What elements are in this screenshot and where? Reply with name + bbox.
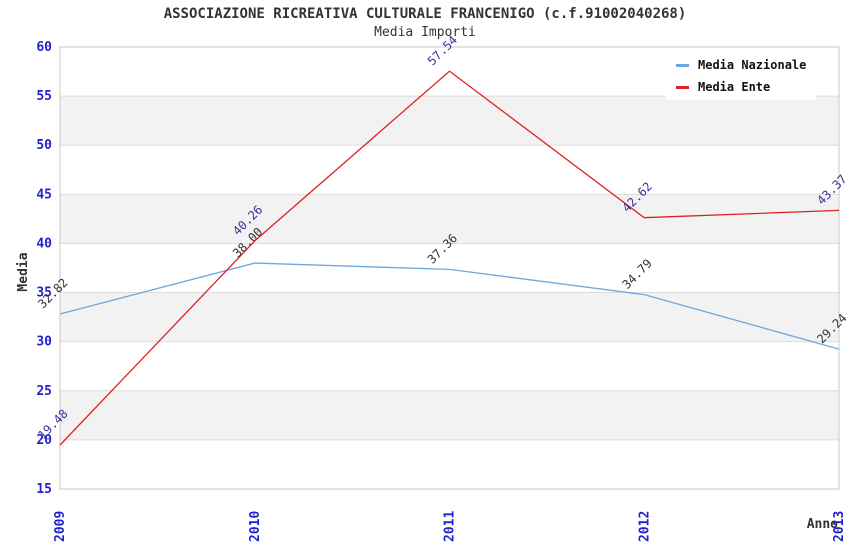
y-tick-label: 60 [36, 40, 52, 55]
y-tick-label: 45 [36, 187, 52, 202]
x-tick-label: 2012 [637, 511, 652, 542]
y-tick-label: 35 [36, 286, 52, 301]
x-tick-label: 2013 [832, 511, 847, 542]
legend-item-media-ente: Media Ente [676, 76, 816, 98]
plot-band [60, 96, 839, 146]
legend-item-media-nazionale: Media Nazionale [676, 54, 816, 76]
plot-band [60, 194, 839, 244]
y-tick-label: 55 [36, 89, 52, 104]
legend-label-media-nazionale: Media Nazionale [698, 58, 807, 72]
x-axis-title: Anno [807, 517, 838, 532]
plot-border [59, 46, 840, 490]
chart-subtitle: Media Importi [374, 25, 476, 40]
legend-marker-media-nazionale [676, 63, 689, 67]
legend-label-media-ente: Media Ente [698, 80, 771, 94]
y-tick-label: 20 [36, 433, 52, 448]
y-tick-label: 25 [36, 384, 52, 399]
x-tick-label: 2009 [53, 511, 68, 542]
y-tick-label: 30 [36, 335, 52, 350]
point-label-media-nazionale: 34.79 [619, 256, 654, 291]
y-axis-title: Media [16, 252, 31, 291]
point-label-media-ente: 57.54 [425, 33, 460, 68]
series-line-media-ente [59, 70, 840, 446]
chart-title: ASSOCIAZIONE RICREATIVA CULTURALE FRANCE… [163, 6, 687, 22]
y-tick-label: 15 [36, 482, 52, 497]
series-line-media-nazionale [59, 262, 840, 350]
plot-band [60, 292, 839, 342]
y-tick-label: 40 [36, 236, 52, 251]
x-tick-label: 2010 [248, 511, 263, 542]
plot-band [60, 390, 839, 440]
x-tick-label: 2011 [443, 511, 458, 542]
legend-marker-media-ente [676, 85, 689, 89]
legend: Media Nazionale Media Ente [666, 50, 816, 100]
y-tick-label: 50 [36, 138, 52, 153]
